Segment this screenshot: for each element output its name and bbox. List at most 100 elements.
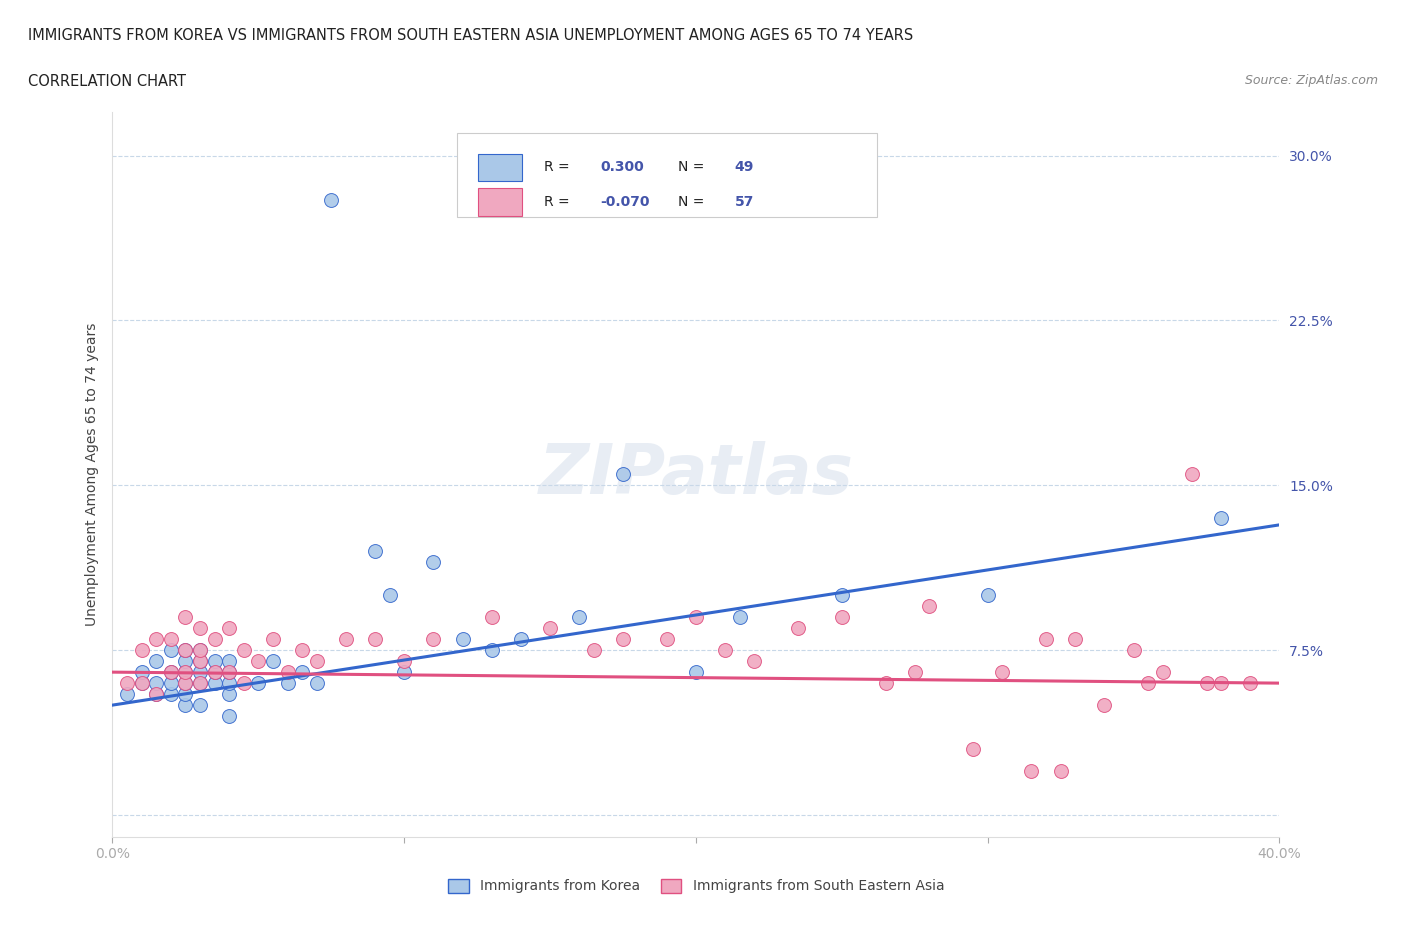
Point	[685, 665, 707, 680]
Point	[1152, 665, 1174, 680]
Point	[451, 631, 474, 646]
Point	[174, 654, 197, 669]
Point	[276, 676, 298, 691]
Point	[831, 588, 853, 603]
Point	[232, 676, 254, 691]
Point	[131, 665, 153, 680]
Text: Source: ZipAtlas.com: Source: ZipAtlas.com	[1244, 74, 1378, 87]
Point	[1209, 676, 1232, 691]
Point	[204, 631, 226, 646]
Point	[247, 676, 270, 691]
Point	[218, 709, 240, 724]
Point	[174, 665, 197, 680]
Point	[655, 631, 678, 646]
Point	[831, 610, 853, 625]
Point	[742, 654, 765, 669]
Point	[204, 654, 226, 669]
Point	[728, 610, 751, 625]
Point	[218, 654, 240, 669]
Text: 0.300: 0.300	[600, 161, 644, 175]
Point	[145, 676, 167, 691]
Point	[160, 665, 183, 680]
Point	[612, 467, 634, 482]
Text: R =: R =	[544, 161, 574, 175]
Point	[218, 620, 240, 635]
Point	[1239, 676, 1261, 691]
Text: CORRELATION CHART: CORRELATION CHART	[28, 74, 186, 89]
Point	[612, 631, 634, 646]
Text: IMMIGRANTS FROM KOREA VS IMMIGRANTS FROM SOUTH EASTERN ASIA UNEMPLOYMENT AMONG A: IMMIGRANTS FROM KOREA VS IMMIGRANTS FROM…	[28, 28, 914, 43]
Point	[232, 643, 254, 658]
Point	[1195, 676, 1218, 691]
Point	[321, 193, 343, 207]
Point	[1137, 676, 1160, 691]
Point	[131, 676, 153, 691]
Point	[1181, 467, 1204, 482]
Point	[131, 676, 153, 691]
Text: 57: 57	[734, 195, 754, 209]
Point	[174, 610, 197, 625]
Point	[568, 610, 591, 625]
Point	[262, 654, 284, 669]
Point	[188, 698, 211, 712]
Point	[174, 676, 197, 691]
Point	[145, 686, 167, 701]
Point	[364, 544, 387, 559]
Text: ZIPatlas: ZIPatlas	[538, 441, 853, 508]
Point	[174, 643, 197, 658]
FancyBboxPatch shape	[457, 133, 877, 217]
Point	[509, 631, 531, 646]
Point	[145, 654, 167, 669]
Point	[875, 676, 897, 691]
Point	[174, 676, 197, 691]
Point	[218, 676, 240, 691]
Point	[305, 676, 328, 691]
Point	[991, 665, 1014, 680]
Point	[174, 698, 197, 712]
Point	[714, 643, 737, 658]
Point	[160, 643, 183, 658]
Point	[364, 631, 387, 646]
Text: -0.070: -0.070	[600, 195, 650, 209]
Point	[188, 665, 211, 680]
Point	[335, 631, 357, 646]
Point	[918, 599, 941, 614]
Point	[291, 643, 314, 658]
Point	[160, 631, 183, 646]
Point	[218, 665, 240, 680]
Point	[131, 643, 153, 658]
Point	[1092, 698, 1115, 712]
Point	[188, 676, 211, 691]
Point	[1209, 511, 1232, 525]
Text: N =: N =	[679, 161, 709, 175]
Point	[204, 676, 226, 691]
Point	[291, 665, 314, 680]
Point	[392, 665, 416, 680]
Point	[160, 686, 183, 701]
FancyBboxPatch shape	[478, 189, 522, 216]
Point	[1049, 764, 1071, 778]
Point	[115, 676, 138, 691]
Point	[787, 620, 810, 635]
FancyBboxPatch shape	[478, 153, 522, 181]
Point	[247, 654, 270, 669]
Point	[392, 654, 416, 669]
Point	[188, 654, 211, 669]
Point	[962, 741, 984, 756]
Point	[174, 665, 197, 680]
Point	[422, 555, 444, 570]
Point	[685, 610, 707, 625]
Point	[188, 654, 211, 669]
Point	[904, 665, 927, 680]
Point	[218, 665, 240, 680]
Point	[481, 610, 503, 625]
Point	[305, 654, 328, 669]
Point	[160, 665, 183, 680]
Point	[145, 631, 167, 646]
Point	[422, 631, 444, 646]
Text: N =: N =	[679, 195, 709, 209]
Point	[1122, 643, 1144, 658]
Point	[188, 676, 211, 691]
Point	[204, 665, 226, 680]
Point	[538, 620, 561, 635]
